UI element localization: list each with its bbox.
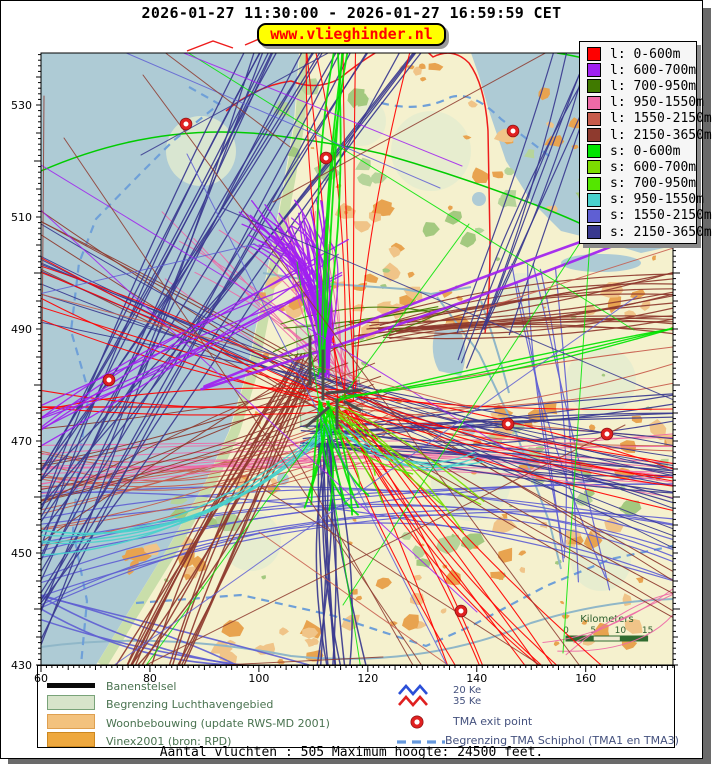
legend-label-20ke: 20 Ke [453,685,482,696]
altitude-legend-item: l: 600-700m [584,62,696,78]
bottom-legend-box [37,665,675,748]
x-axis-label: 80 [143,672,157,685]
y-axis-label: 490 [11,323,32,336]
vinex-swatch [47,732,95,747]
altitude-color-swatch [587,208,601,223]
altitude-legend-item: l: 950-1550m [584,95,704,111]
x-axis-label: 140 [466,672,487,685]
altitude-legend-item: l: 0-600m [584,46,696,62]
tma-boundary-dash-icon [397,740,445,744]
scale-bar: Kilometers 0 5 10 15 [563,614,653,642]
altitude-range-label: s: 950-1550m [610,192,704,208]
altitude-range-label: l: 600-700m [610,62,697,78]
altitude-legend-item: s: 0-600m [584,143,696,159]
altitude-color-swatch [587,160,601,175]
altitude-range-label: s: 700-950m [610,176,697,192]
legend-label-vinex: Vinex2001 (bron: RPD) [106,735,232,748]
altitude-range-label: l: 0-600m [610,46,681,62]
altitude-color-swatch [587,128,601,143]
altitude-color-swatch [587,95,601,110]
legend-label-woonbebouwing: Woonbebouwing (update RWS-MD 2001) [106,717,330,730]
altitude-color-swatch [587,176,601,191]
altitude-range-label: l: 1550-2150m [610,111,712,127]
y-axis-label: 450 [11,547,32,560]
altitude-legend-item: s: 600-700m [584,159,696,175]
altitude-color-swatch [587,111,601,126]
svg-text:15: 15 [642,626,653,636]
runway-system-swatch [47,683,95,688]
altitude-range-label: s: 1550-2150m [610,208,712,224]
altitude-color-swatch [587,225,601,240]
legend-label-banenstelsel: Banenstelsel [106,680,177,693]
altitude-color-swatch [587,47,601,62]
y-axis-label: 530 [11,99,32,112]
altitude-range-label: l: 950-1550m [610,95,704,111]
altitude-legend: l: 0-600m l: 600-700m l: 700-950m l: 950-15… [579,41,712,245]
site-link-badge[interactable]: www.vlieghinder.nl [257,23,446,46]
flight-count-status: Aantal vluchten : 505 Maximum hoogte: 24… [159,745,544,760]
altitude-color-swatch [587,144,601,159]
y-axis-label: 430 [11,659,32,672]
svg-text:5: 5 [590,626,596,636]
altitude-range-label: s: 0-600m [610,143,681,159]
x-axis-label: 160 [575,672,596,685]
y-axis-label: 510 [11,211,32,224]
legend-label-tma-exit: TMA exit point [453,715,533,728]
svg-text:10: 10 [615,626,627,636]
altitude-legend-item: s: 1550-2150m [584,208,712,224]
legend-label-luchthavengebied: Begrenzing Luchthavengebied [106,698,274,711]
altitude-color-swatch [587,63,601,78]
airport-area-swatch [47,695,95,710]
site-badge-row: www.vlieghinder.nl [1,23,702,46]
altitude-range-label: l: 2150-3650m [610,127,712,143]
report-period-title: 2026-01-27 11:30:00 - 2026-01-27 16:59:5… [141,4,562,22]
tma-exit-point-icon [410,715,424,729]
tma-exit-points [102,117,614,618]
map-layers: Kilometers 0 5 10 15 [41,53,673,665]
schiphol-runways [304,335,363,430]
axis-ticks [34,54,680,672]
flight-tracks [41,53,673,665]
legend-label-tma-boundary: Begrenzing TMA Schiphol (TMA1 en TMA3) [445,734,679,747]
x-axis-label: 100 [248,672,269,685]
altitude-legend-item: l: 1550-2150m [584,111,712,127]
altitude-legend-item: s: 2150-3650m [584,224,712,240]
svg-text:0: 0 [563,626,569,636]
x-axis-label: 120 [357,672,378,685]
altitude-range-label: s: 2150-3650m [610,224,712,240]
altitude-legend-item: l: 2150-3650m [584,127,712,143]
y-axis-label: 470 [11,435,32,448]
svg-text:Kilometers: Kilometers [580,614,634,625]
altitude-legend-item: s: 700-950m [584,176,696,192]
ke-contour-zigzag-icon [398,684,428,707]
altitude-color-swatch [587,79,601,94]
altitude-legend-item: s: 950-1550m [584,192,704,208]
altitude-legend-item: l: 700-950m [584,78,696,94]
altitude-range-label: l: 700-950m [610,78,697,94]
altitude-range-label: s: 600-700m [610,159,697,175]
legend-label-35ke: 35 Ke [453,696,482,707]
altitude-color-swatch [587,192,601,207]
residential-swatch [47,714,95,729]
